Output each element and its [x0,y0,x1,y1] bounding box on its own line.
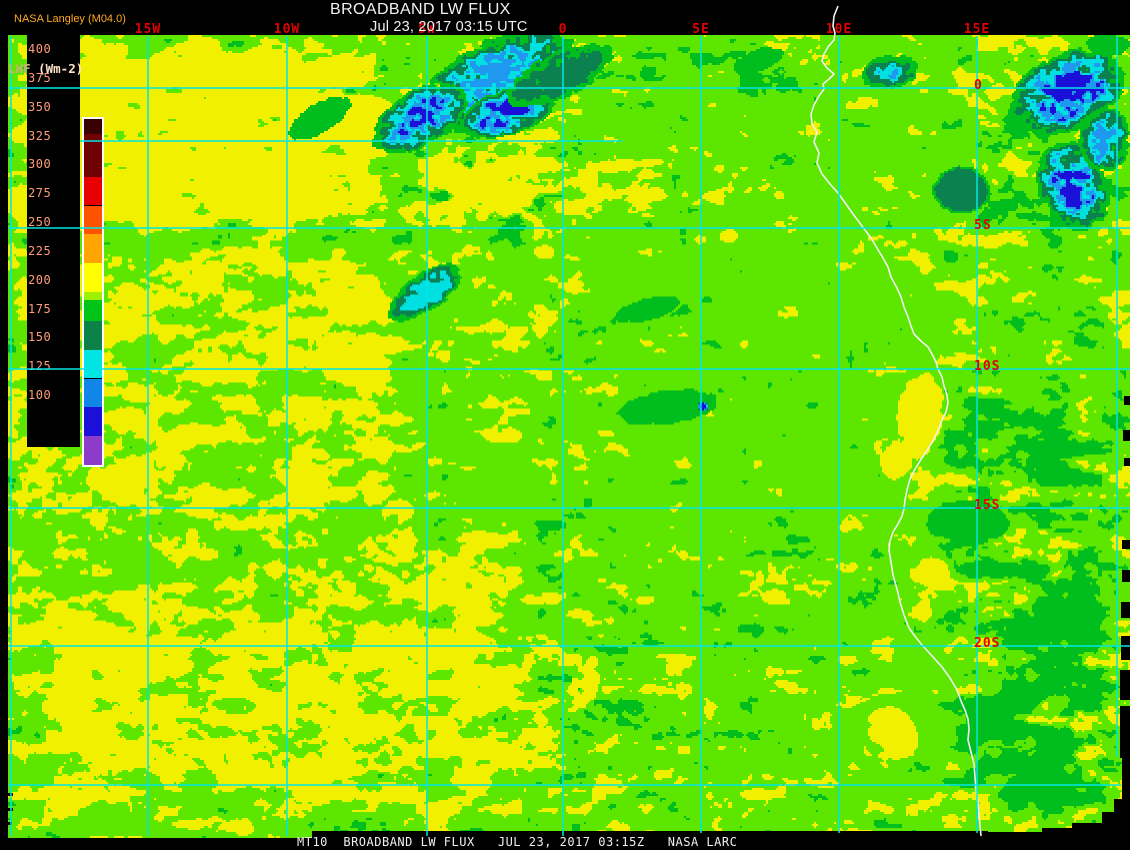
colorbar-tick-label: 225 [28,243,52,258]
lon-label-15w: 15W [134,22,162,37]
colorbar-title-prefix: LWF [8,61,39,76]
lon-label-10e: 10E [825,22,853,37]
colorbar-strip: 400 375 350 325 300 275 250 225 200 175 150 125 100 [27,35,104,467]
colorbar-units-label: (Wm-2) [38,61,84,76]
colorbar-tick-label: 150 [28,330,52,345]
lat-label-20s: 20S [974,636,1001,651]
lon-label-0: 0 [558,22,568,37]
colorbar-segment [84,436,102,465]
colorbar-segment [84,205,102,235]
colorbar-tick-label: 250 [28,215,52,229]
colorbar-segment [84,176,102,206]
colorbar-tick-label: 100 [28,388,52,402]
colorbar-tick-label: 375 [28,70,52,85]
colorbar-segment [84,263,102,292]
colorbar-tick-label: 175 [28,301,52,316]
lat-label-5s: 5S [974,218,992,233]
colorbar-segment [84,119,102,134]
colorbar-scale [84,119,102,465]
colorbar-segment [84,292,102,301]
colorbar-segment [84,407,102,437]
footer-bar [0,838,1130,850]
colorbar-segment [84,320,102,350]
lat-label-10s: 10S [974,359,1001,374]
lon-label-5e: 5E [692,22,710,37]
product-datetime: Jul 23, 2017 03:15 UTC [370,19,528,35]
lat-label-15s: 15S [974,498,1001,513]
colorbar-segment [84,300,102,321]
colorbar-tick-label: 325 [28,128,52,143]
colorbar [82,117,104,467]
lon-label-10w: 10W [273,22,301,37]
colorbar-segment [84,133,102,177]
lon-label-5w: 5W [418,22,436,37]
nasa-credit-label: NASA Langley (M04.0) [14,13,126,25]
lat-label-eq: 0 [974,78,983,93]
colorbar-tick-label: 125 [28,359,52,374]
colorbar-tick-label: 400 [28,42,52,56]
colorbar-segment [84,234,102,264]
colorbar-tick-label: 200 [28,272,52,287]
colorbar-tick-label: 350 [28,99,52,114]
lon-label-15e: 15E [963,22,991,37]
footer-caption: MT10 BROADBAND LW FLUX JUL 23, 2017 03:1… [297,835,738,849]
colorbar-segment [84,378,102,408]
colorbar-tick-label: 300 [28,157,52,172]
colorbar-tick-label: 275 [28,186,52,201]
colorbar-title: LWF (Wm-2) [8,61,83,76]
flux-map-image [8,35,1130,838]
colorbar-segment [84,349,102,379]
product-title: BROADBAND LW FLUX [330,1,511,18]
